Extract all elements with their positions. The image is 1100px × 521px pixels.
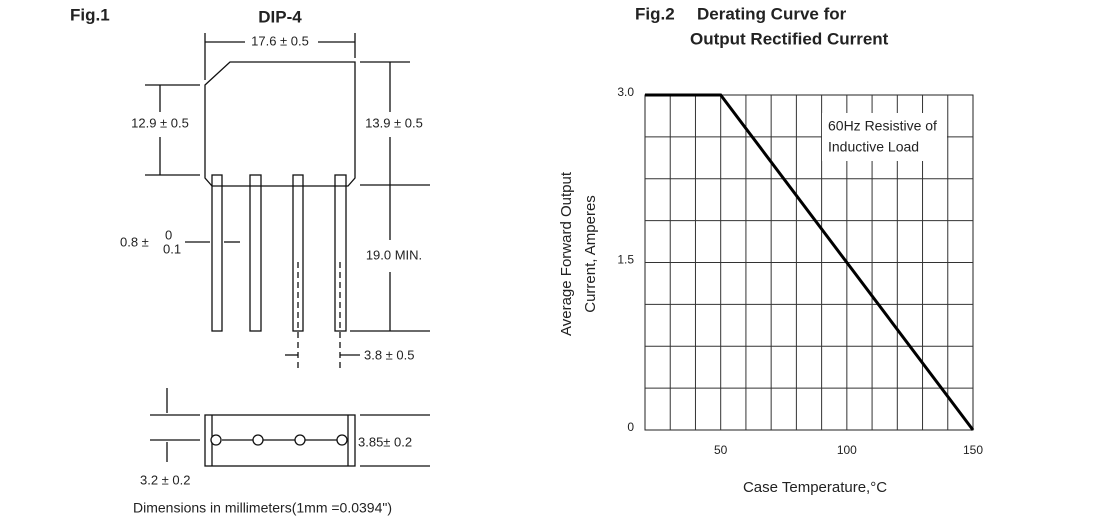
dim-label: 12.9 ± 0.5: [131, 115, 189, 130]
hole: [294, 434, 306, 446]
body: [204, 61, 356, 187]
y-tick-label: 3.0: [617, 85, 634, 99]
dim-label: 0.8 ±: [120, 234, 149, 249]
y-axis-label: Average Forward Output Current, Amperes: [558, 171, 599, 336]
annotation-bg: [822, 113, 947, 161]
annotation: 60Hz Resistive of: [828, 118, 937, 134]
x-axis-label: Case Temperature,°C: [743, 479, 887, 496]
chart-title: Output Rectified Current: [690, 29, 889, 48]
note: Dimensions in millimeters(1mm =0.0394"): [133, 500, 392, 516]
bottom-body: [204, 414, 356, 467]
y-tick-label: 1.5: [617, 253, 634, 267]
dim-label: 3.8 ± 0.5: [364, 347, 415, 362]
dim-label: 3.85± 0.2: [358, 434, 412, 449]
derating-line: [645, 93, 975, 431]
x-tick-label: 150: [963, 443, 983, 457]
y-axis-label-line: Current, Amperes: [582, 195, 599, 313]
annotation: Inductive Load: [828, 139, 919, 155]
dim-label: 13.9 ± 0.5: [365, 115, 423, 130]
dim-label: 0: [165, 227, 172, 242]
package: DIP-4: [258, 7, 302, 26]
dim-label: 19.0 MIN.: [366, 247, 422, 262]
drawing: [145, 33, 430, 467]
fig2-title: Fig.2: [635, 4, 675, 23]
x-tick-label: 100: [837, 443, 857, 457]
dim-label: 3.2 ± 0.2: [140, 472, 191, 487]
y-tick-label: 0: [627, 420, 634, 434]
x-tick-label: 50: [714, 443, 728, 457]
pin: [211, 174, 223, 332]
dim-label: 17.6 ± 0.5: [251, 33, 309, 48]
hole: [336, 434, 348, 446]
chart-title: Derating Curve for: [697, 4, 847, 23]
pin: [249, 174, 262, 332]
hole: [252, 434, 264, 446]
fig1-title: Fig.1: [70, 5, 110, 24]
hole: [210, 434, 222, 446]
pin: [334, 174, 347, 332]
y-axis-label-line: Average Forward Output: [558, 171, 575, 336]
dim-label: 0.1: [163, 241, 181, 256]
pin: [292, 174, 304, 332]
